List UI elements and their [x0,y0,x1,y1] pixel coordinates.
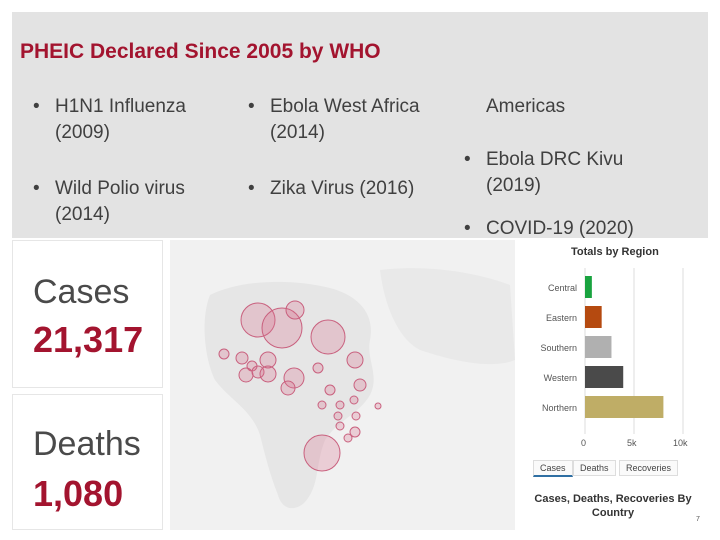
case-bubble[interactable] [351,411,361,421]
region-label: Western [544,373,577,383]
bullet-text: Ebola DRC Kivu (2019) [486,149,624,196]
case-bubble[interactable] [251,365,265,379]
case-bubble[interactable] [335,400,345,410]
bullet-text: Americas [486,96,566,117]
region-label: Eastern [546,313,577,323]
africa-map[interactable] [170,240,515,530]
case-bubble[interactable] [324,384,336,396]
case-bubble[interactable] [285,300,305,320]
bullet-dot-icon: • [33,178,40,199]
x-tick-label: 10k [673,438,688,448]
cases-label: Cases [33,273,130,311]
case-bubbles [218,300,382,472]
region-chart-svg: Central Eastern Southern Western Northern [540,268,684,434]
bullet-text: H1N1 Influenza (2009) [55,96,186,143]
region-totals-panel: Totals by Region Central Eastern Southern W… [523,238,703,530]
case-bubble[interactable] [333,411,343,421]
bullet-ebola-drc: • Ebola DRC Kivu (2019) [464,147,656,199]
bullet-dot-icon: • [33,96,40,117]
case-bubble[interactable] [343,433,353,443]
deaths-value: 1,080 [33,473,124,514]
case-bubble[interactable] [280,380,296,396]
region-bar-southern[interactable] [585,336,612,358]
x-tick-label: 0 [581,438,587,448]
case-bubble[interactable] [335,421,345,431]
region-label: Central [548,283,577,293]
case-bubble[interactable] [240,302,276,338]
cases-card: Cases 21,317 [12,240,163,388]
case-bubble[interactable] [317,400,327,410]
case-bubble[interactable] [283,367,305,389]
case-bubble[interactable] [303,434,341,472]
bullet-text: Zika Virus (2016) [270,178,415,199]
deaths-card: Deaths 1,080 [12,394,163,530]
case-bubble[interactable] [353,378,367,392]
region-panel-subtitle: Cases, Deaths, Recoveries By Country [534,493,692,519]
case-bubble[interactable] [374,402,382,410]
bullet-polio: • Wild Polio virus (2014) [33,176,225,228]
map-svg [204,268,515,509]
bullet-dot-icon: • [464,149,471,170]
bullet-zika: • Zika Virus (2016) [248,176,470,202]
bullet-text: Wild Polio virus (2014) [55,178,185,225]
title-panel [12,12,708,238]
case-bubble[interactable] [310,319,346,355]
region-label: Northern [542,403,577,413]
case-bubble[interactable] [349,395,359,405]
case-bubble[interactable] [349,426,361,438]
page-number: 7 [696,516,700,523]
region-bar-northern[interactable] [585,396,664,418]
bullet-h1n1: • H1N1 Influenza (2009) [33,94,225,146]
region-bar-western[interactable] [585,366,624,388]
case-bubble[interactable] [238,367,254,383]
case-bubble[interactable] [259,351,277,369]
bullet-dot-icon: • [464,218,471,239]
deaths-label: Deaths [33,425,141,463]
region-bar-eastern[interactable] [585,306,602,328]
bullet-dot-icon: • [248,96,255,117]
x-tick-label: 5k [627,438,637,448]
cases-value: 21,317 [33,319,144,360]
bullet-dot-icon: • [248,178,255,199]
bullet-text: Ebola West Africa (2014) [270,96,420,143]
tab-recoveries[interactable]: Recoveries [619,460,679,476]
region-bar-central[interactable] [585,276,592,298]
case-bubble[interactable] [218,348,230,360]
case-bubble[interactable] [259,365,277,383]
tab-deaths[interactable]: Deaths [573,460,616,476]
case-bubble[interactable] [312,362,324,374]
case-bubble[interactable] [235,351,249,365]
slide-title: PHEIC Declared Since 2005 by WHO [20,40,381,63]
case-bubble[interactable] [346,351,364,369]
bullet-covid: • COVID-19 (2020) [464,216,676,242]
landmass-east [380,268,515,365]
bullet-americas: Americas [486,94,636,120]
region-panel-title: Totals by Region [571,246,659,258]
bullet-ebola-west-africa: • Ebola West Africa (2014) [248,94,460,146]
bullet-text: COVID-19 (2020) [486,218,634,239]
region-label: Southern [540,343,577,353]
tab-cases[interactable]: Cases [533,460,573,477]
